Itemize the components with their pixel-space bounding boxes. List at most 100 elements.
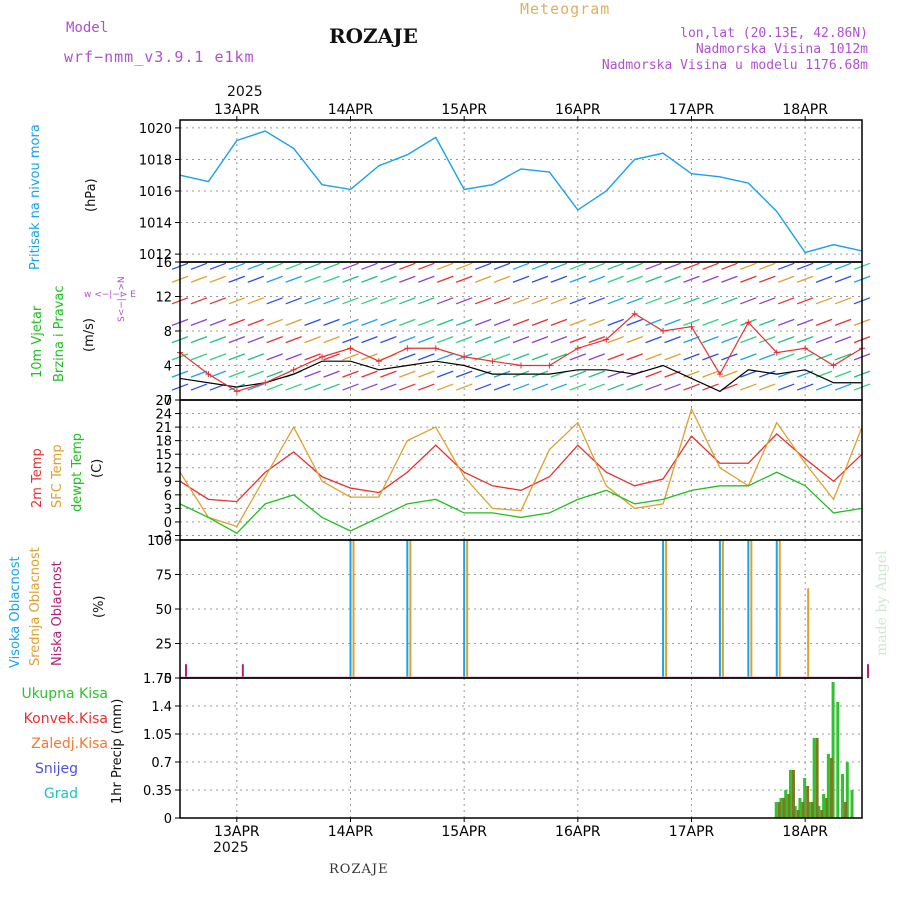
model-elevation-label: Nadmorska Visina u modelu 1176.68m <box>601 58 868 73</box>
wind-gust-marker <box>375 358 382 365</box>
wind-barb <box>436 370 454 378</box>
temp-tick-label: 18 <box>155 435 172 450</box>
wind-barb <box>588 297 606 305</box>
precip-tick-label: 1.05 <box>143 728 172 743</box>
day-label-bottom: 16APR <box>555 824 601 840</box>
product-title: Meteogram <box>520 0 611 18</box>
wind-barb <box>531 275 549 283</box>
wind-barb <box>455 318 473 326</box>
clouds-tick-label: 50 <box>155 603 172 618</box>
lonlat-label: lon,lat (20.13E, 42.86N) <box>680 26 868 41</box>
wind-barb <box>474 318 492 326</box>
precip-strat-bar <box>844 802 848 818</box>
precip-total-bar <box>807 802 811 818</box>
wind-barb <box>228 370 246 378</box>
wind-barb <box>512 275 530 283</box>
wind-barb <box>361 297 378 305</box>
wind-barb <box>247 383 265 391</box>
model-label: Model <box>66 20 109 36</box>
wind-barb <box>550 336 568 344</box>
wind-barb <box>569 353 587 361</box>
wind-barb <box>512 353 530 361</box>
precip-total-bar <box>812 738 816 818</box>
wind-barb <box>493 336 511 344</box>
wind-barb <box>190 370 208 378</box>
wind-gust-marker <box>233 388 240 395</box>
precip-legend-snow: Snijeg <box>34 761 78 777</box>
wind-barb <box>702 318 719 326</box>
wind-barb <box>777 318 795 326</box>
wind-barb <box>683 275 700 283</box>
wind-barb <box>285 275 302 283</box>
wind-barb <box>512 318 530 326</box>
temp-tick-label: 27 <box>155 394 172 409</box>
wind-barb <box>323 275 340 283</box>
wind-barb <box>512 383 530 391</box>
wind-barb <box>304 318 321 326</box>
wind-barb <box>569 275 587 283</box>
precip-tick-label: 0.7 <box>151 756 172 771</box>
day-label-bottom: 13APR <box>214 824 260 840</box>
wind-barb <box>702 262 719 270</box>
wind-barb <box>190 336 208 344</box>
wind-barb <box>247 275 265 283</box>
wind-barb <box>209 275 227 283</box>
wind-barb <box>399 370 416 378</box>
precip-strat-bar <box>796 810 800 818</box>
precip-tick-label: 0 <box>164 812 172 827</box>
wind-barb <box>304 336 321 344</box>
wind-barb <box>228 318 246 326</box>
temp-tick-label: 9 <box>164 475 172 490</box>
wind-barb <box>474 336 492 344</box>
wind-barb <box>834 275 852 283</box>
wind-barb <box>266 262 283 270</box>
day-label-top: 14APR <box>328 102 374 118</box>
temp-tick-label: 0 <box>164 516 172 531</box>
wind-barb <box>664 275 681 283</box>
wind-barb <box>721 383 738 391</box>
wind-tick-label: 12 <box>155 291 172 306</box>
pressure-line <box>179 130 863 254</box>
wind-barb <box>645 297 662 305</box>
wind-barb <box>531 262 549 270</box>
wind-barb <box>626 336 643 344</box>
wind-barb <box>759 318 776 326</box>
wind-barb <box>759 370 776 378</box>
wind-barb <box>834 336 852 344</box>
wind-barb <box>588 383 606 391</box>
wind-barb <box>550 275 568 283</box>
pressure-tick-label: 1014 <box>139 217 172 232</box>
day-label-top: 13APR <box>214 102 260 118</box>
wind-barb <box>512 336 530 344</box>
wind-barb <box>759 336 776 344</box>
wind-barb <box>550 262 568 270</box>
wind-barb <box>569 262 587 270</box>
wind-barb <box>190 353 208 361</box>
precip-total-bar <box>831 682 835 818</box>
wind-barb <box>607 336 624 344</box>
model-name: wrf−nmm_v3.9.1 e1km <box>64 48 255 66</box>
wind-barb <box>209 353 227 361</box>
day-label-bottom: 18APR <box>782 824 828 840</box>
wind-barb <box>721 275 738 283</box>
temp-tick-label: 3 <box>164 502 172 517</box>
wind-gust-marker <box>574 345 581 352</box>
wind-barb <box>740 275 757 283</box>
wind-barb <box>361 336 378 344</box>
wind-barb <box>380 318 397 326</box>
wind-barb <box>759 297 776 305</box>
wind-barb <box>474 383 492 391</box>
wind-tick-label: 16 <box>155 256 172 271</box>
wind-barb <box>721 297 738 305</box>
wind-barb <box>190 318 208 326</box>
wind-barb <box>683 262 700 270</box>
wind-gust-marker <box>205 371 212 378</box>
wind-barb <box>702 370 719 378</box>
wind-barb <box>759 353 776 361</box>
wind-barb <box>607 383 624 391</box>
clouds-tick-label: 75 <box>155 569 172 584</box>
wind-barb <box>796 275 814 283</box>
wind-barb <box>493 353 511 361</box>
wind-barb <box>418 353 435 361</box>
